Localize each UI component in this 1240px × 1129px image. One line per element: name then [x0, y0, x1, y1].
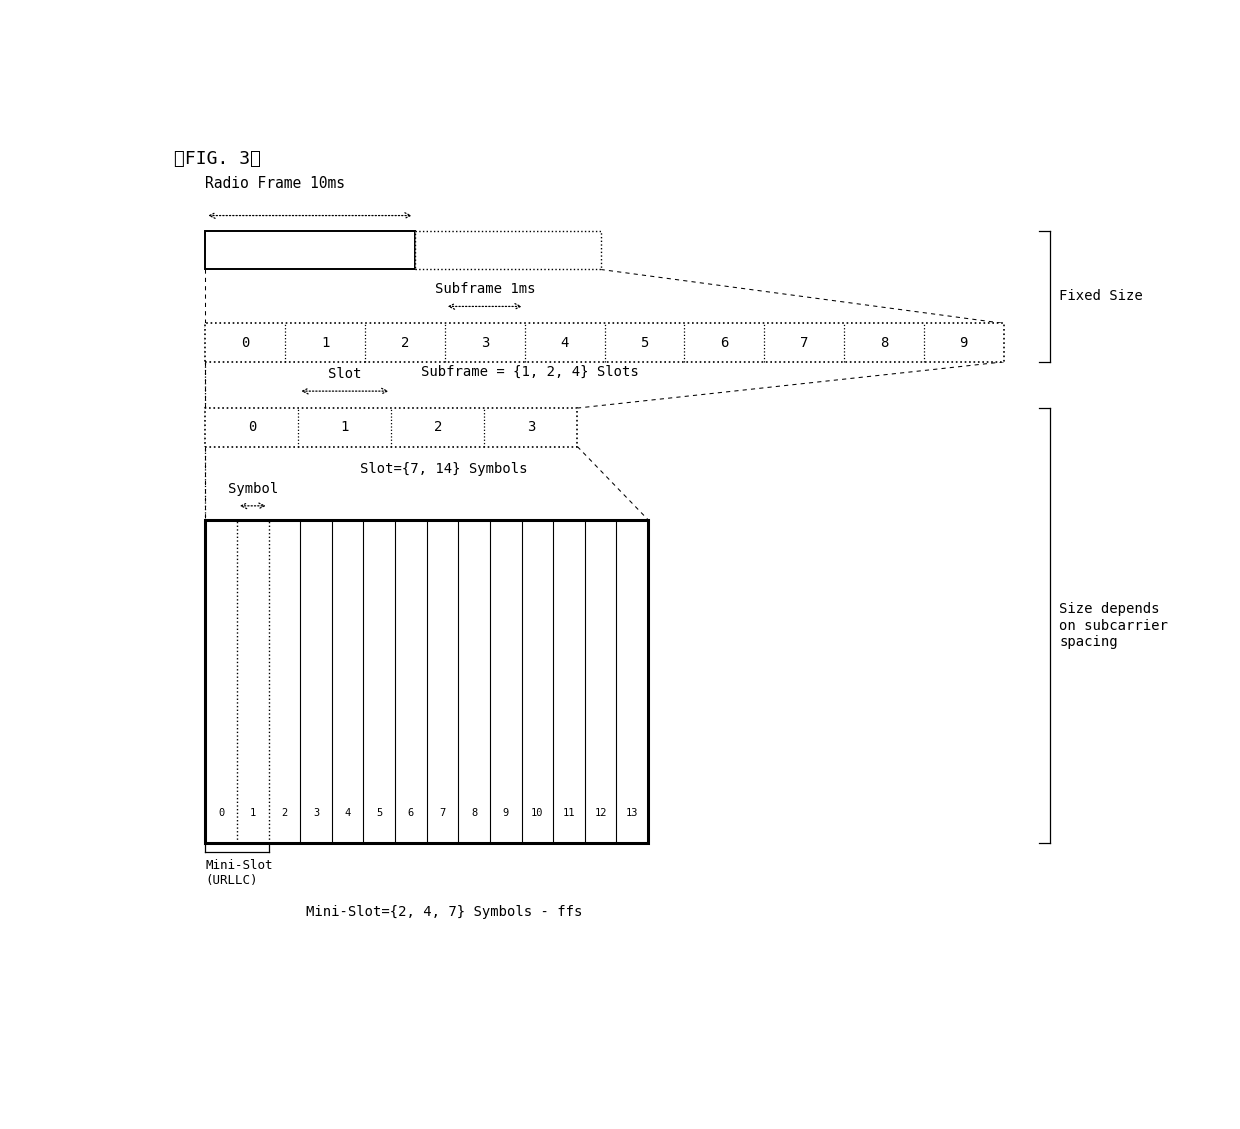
Text: 2: 2: [281, 808, 288, 819]
Text: 8: 8: [879, 335, 888, 350]
Text: Mini-Slot={2, 4, 7} Symbols - ffs: Mini-Slot={2, 4, 7} Symbols - ffs: [306, 904, 583, 919]
Text: 1: 1: [321, 335, 330, 350]
Text: 13: 13: [626, 808, 639, 819]
Text: 3: 3: [312, 808, 319, 819]
Text: Slot: Slot: [329, 367, 362, 382]
Text: 9: 9: [502, 808, 508, 819]
Text: Subframe 1ms: Subframe 1ms: [434, 282, 534, 297]
Text: Mini-Slot
(URLLC): Mini-Slot (URLLC): [206, 858, 273, 886]
Text: 1: 1: [341, 420, 350, 435]
Text: 2: 2: [401, 335, 409, 350]
Text: 0: 0: [218, 808, 224, 819]
Text: 1: 1: [249, 808, 255, 819]
Text: 4: 4: [345, 808, 351, 819]
Text: 8: 8: [471, 808, 477, 819]
Bar: [206, 519, 649, 843]
Text: 』FIG. 3』: 』FIG. 3』: [175, 150, 262, 168]
Bar: [206, 231, 414, 270]
Text: 5: 5: [640, 335, 649, 350]
Text: 7: 7: [800, 335, 808, 350]
Text: 7: 7: [439, 808, 445, 819]
Bar: [206, 408, 578, 447]
Text: Slot={7, 14} Symbols: Slot={7, 14} Symbols: [361, 462, 528, 476]
Text: Radio Frame 10ms: Radio Frame 10ms: [206, 176, 346, 191]
Text: 2: 2: [434, 420, 443, 435]
Text: Size depends
on subcarrier
spacing: Size depends on subcarrier spacing: [1059, 603, 1168, 649]
Text: 11: 11: [563, 808, 575, 819]
Text: 3: 3: [481, 335, 489, 350]
Text: 0: 0: [248, 420, 257, 435]
Text: 10: 10: [531, 808, 543, 819]
Bar: [414, 231, 600, 270]
Text: 9: 9: [960, 335, 968, 350]
Text: 6: 6: [720, 335, 728, 350]
Text: 6: 6: [408, 808, 414, 819]
Text: 4: 4: [560, 335, 569, 350]
Bar: [206, 323, 1003, 362]
Text: Symbol: Symbol: [228, 482, 278, 496]
Text: 5: 5: [376, 808, 382, 819]
Text: Fixed Size: Fixed Size: [1059, 289, 1143, 304]
Text: 0: 0: [241, 335, 249, 350]
Text: 3: 3: [527, 420, 536, 435]
Text: Subframe = {1, 2, 4} Slots: Subframe = {1, 2, 4} Slots: [422, 365, 639, 379]
Text: 12: 12: [594, 808, 606, 819]
